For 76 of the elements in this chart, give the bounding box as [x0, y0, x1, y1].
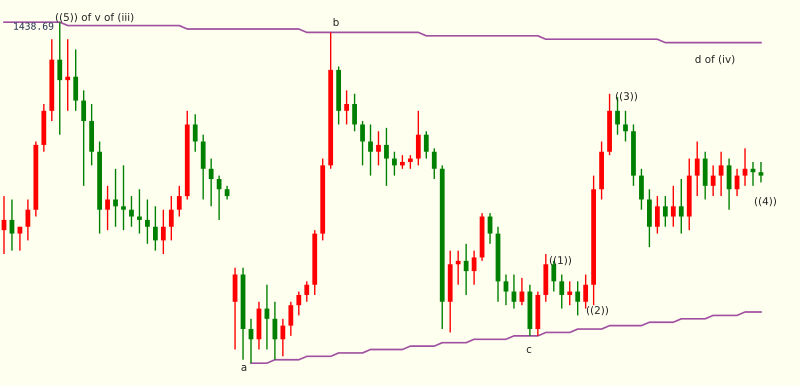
candlestick — [639, 168, 644, 210]
candlestick — [432, 148, 437, 180]
candlestick — [208, 158, 214, 207]
annotation: 1438.69 — [14, 22, 54, 30]
annotation: d of (iv) — [695, 54, 734, 64]
candlestick — [73, 48, 78, 112]
candlestick — [472, 250, 476, 286]
candlestick — [296, 290, 302, 316]
annotation: c — [526, 347, 532, 354]
candlestick — [113, 168, 118, 228]
candlestick — [65, 38, 70, 112]
candlestick — [392, 151, 397, 176]
candlestick — [105, 185, 110, 231]
candlestick — [304, 280, 310, 302]
candlestick — [694, 140, 700, 197]
candlestick — [734, 168, 740, 197]
candlestick — [758, 161, 764, 184]
candlestick — [81, 90, 86, 187]
candlestick — [400, 154, 405, 170]
candlestick — [408, 154, 413, 170]
annotation: ((5)) of v of (iii) — [56, 12, 134, 22]
candlestick — [512, 274, 516, 310]
candlestick — [360, 120, 365, 166]
candlestick — [344, 90, 350, 126]
candlestick — [26, 198, 30, 242]
candlestick — [623, 110, 628, 142]
candlestick — [750, 161, 756, 187]
candlestick — [10, 198, 14, 252]
candlestick — [160, 209, 166, 255]
candlestick — [216, 174, 222, 221]
candlestick — [464, 243, 469, 296]
candlestick — [654, 195, 660, 234]
candlestick — [272, 301, 278, 360]
annotation: ((1)) — [550, 256, 571, 266]
candlestick — [488, 212, 492, 244]
candlestick — [152, 206, 158, 252]
annotation: ((3)) — [616, 92, 637, 102]
candlestick — [583, 274, 588, 310]
candlestick — [280, 318, 286, 358]
candlestick — [678, 178, 684, 234]
candlestick — [121, 164, 126, 231]
candlestick — [575, 280, 580, 316]
annotation: ((4)) — [754, 196, 776, 206]
candlestick — [504, 274, 508, 306]
candlestick — [567, 280, 572, 306]
candlestick — [662, 195, 668, 228]
candlestick — [288, 301, 294, 337]
candlestick — [670, 185, 676, 228]
candlestick — [376, 130, 381, 166]
candlestick — [264, 284, 270, 350]
candlestick — [456, 250, 461, 286]
candlestick — [129, 195, 134, 228]
candlestick — [145, 198, 150, 244]
candlestick — [710, 164, 716, 197]
annotation: ((2)) — [586, 306, 608, 316]
annotation: b — [334, 18, 339, 26]
candlestick — [176, 185, 182, 218]
candlestick — [168, 195, 174, 242]
candlestick — [520, 277, 524, 306]
candlestick — [726, 158, 732, 210]
candlestick — [384, 127, 389, 187]
candlestick — [718, 151, 724, 197]
candlestick — [352, 93, 357, 132]
candlestick — [424, 130, 429, 160]
candlestick — [248, 318, 254, 364]
text: a — [241, 365, 246, 372]
candlestick — [368, 124, 373, 176]
candlestick — [18, 226, 22, 252]
candlestick — [57, 21, 62, 136]
candlestick — [559, 274, 564, 310]
candlestick — [224, 185, 230, 200]
candlestick — [137, 188, 142, 234]
candlestick — [742, 148, 748, 187]
candlestick — [2, 195, 6, 255]
candlestick — [416, 110, 421, 166]
candlestick — [192, 114, 198, 152]
